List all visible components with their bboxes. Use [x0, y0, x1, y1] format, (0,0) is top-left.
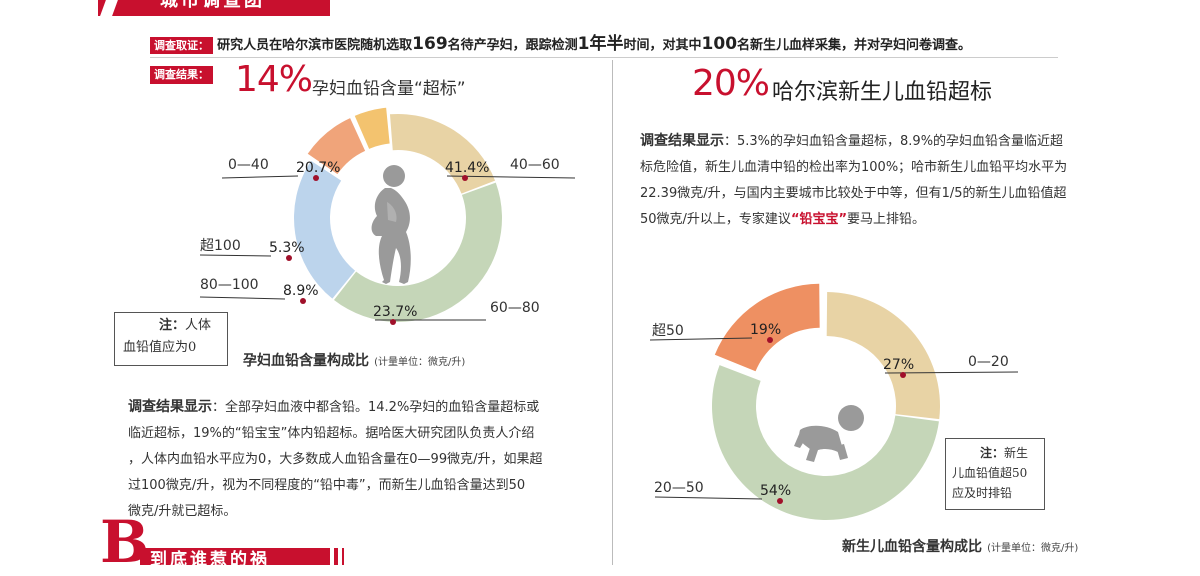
c1-cat-40-60: 40—60	[510, 157, 560, 173]
method-tag: 调查取证：	[150, 37, 213, 54]
leader-line	[649, 337, 753, 341]
column-divider	[612, 60, 613, 565]
right-big-percent: 20%	[692, 63, 770, 104]
c1-cat-over100: 超100	[200, 238, 241, 254]
newborn-lead-donut-chart: 27% 54% 19%	[649, 283, 1019, 521]
section-b-tick-2	[342, 548, 344, 565]
slice-label: 8.9%	[283, 283, 319, 299]
slice-label: 54%	[760, 483, 791, 499]
donut-slice-20—50	[711, 365, 939, 521]
left-headline: 孕妇血铅含量“超标”	[312, 79, 466, 99]
right-headline: 哈尔滨新生儿血铅超标	[772, 80, 993, 105]
pregnant-lead-donut-chart: 20.7% 41.4% 23.7% 8.9% 5.3%	[199, 107, 576, 325]
leader-line	[221, 175, 299, 179]
slice-label: 23.7%	[373, 304, 417, 320]
slice-label: 41.4%	[445, 160, 489, 176]
leader-dot	[390, 319, 396, 325]
donut-slice-超50	[714, 283, 820, 372]
right-note-box: 注：新生 儿血铅值超50 应及时排铅	[945, 438, 1045, 510]
left-big-percent: 14%	[235, 59, 313, 100]
slice-label: 19%	[750, 322, 781, 338]
donut-slice-超100	[354, 107, 390, 149]
section-b-bar	[140, 548, 330, 565]
section-title: 城市调查团	[160, 0, 265, 11]
c2-cat-over50: 超50	[652, 323, 684, 339]
c1-cat-60-80: 60—80	[490, 300, 540, 316]
pregnant-woman-silhouette	[371, 165, 411, 284]
leader-line	[446, 175, 576, 179]
leader-line	[654, 496, 763, 500]
leader-dot	[313, 175, 319, 181]
section-b-tick	[334, 548, 338, 565]
leader-line	[199, 296, 286, 300]
left-result-paragraph: 调查结果显示：全部孕妇血液中都含铅。14.2%孕妇的血铅含量超标或 临近超标，1…	[128, 399, 543, 519]
c1-cat-80-100: 80—100	[200, 277, 259, 293]
slice-label: 5.3%	[269, 240, 305, 256]
donut-slice-0—40	[389, 113, 496, 194]
slice-label: 20.7%	[296, 160, 340, 176]
result-tag: 调查结果：	[150, 66, 213, 84]
c2-cat-20-50: 20—50	[654, 480, 704, 496]
right-result-paragraph: 调查结果显示：5.3%的孕妇血铅含量超标，8.9%的孕妇血铅含量临近超 标危险值…	[640, 133, 1068, 227]
donut-slice-80—100	[307, 118, 366, 175]
chart1-slices	[294, 107, 502, 322]
crawling-baby-icon	[794, 405, 864, 462]
donut-slice-40—60	[333, 182, 502, 322]
leader-dot	[767, 337, 773, 343]
leader-dot	[462, 175, 468, 181]
c1-cat-0-40: 0—40	[228, 157, 269, 173]
leader-line	[199, 254, 272, 257]
method-divider	[150, 57, 1058, 58]
right-chart-caption: 新生儿血铅含量构成比 (计量单位：微克/升)	[842, 539, 1079, 555]
leader-dot	[777, 498, 783, 504]
c2-cat-0-20: 0—20	[968, 354, 1009, 370]
left-chart-caption: 孕妇血铅含量构成比 (计量单位：微克/升)	[243, 353, 466, 369]
section-b-title: 到底谁惹的祸	[150, 550, 270, 570]
slice-label: 27%	[883, 357, 914, 373]
leader-dot	[300, 298, 306, 304]
leader-line	[884, 371, 1019, 374]
leader-dot	[900, 372, 906, 378]
method-line: 调查取证： 研究人员在哈尔滨市医院随机选取169名待产孕妇，跟踪检测1年半时间，…	[150, 34, 971, 56]
left-note-box: 注：人体 血铅值应为0	[114, 312, 228, 366]
leader-dot	[286, 255, 292, 261]
donut-slice-60—80	[294, 160, 356, 299]
section-header-bar	[98, 0, 330, 16]
donut-slice-0—20	[826, 292, 940, 420]
